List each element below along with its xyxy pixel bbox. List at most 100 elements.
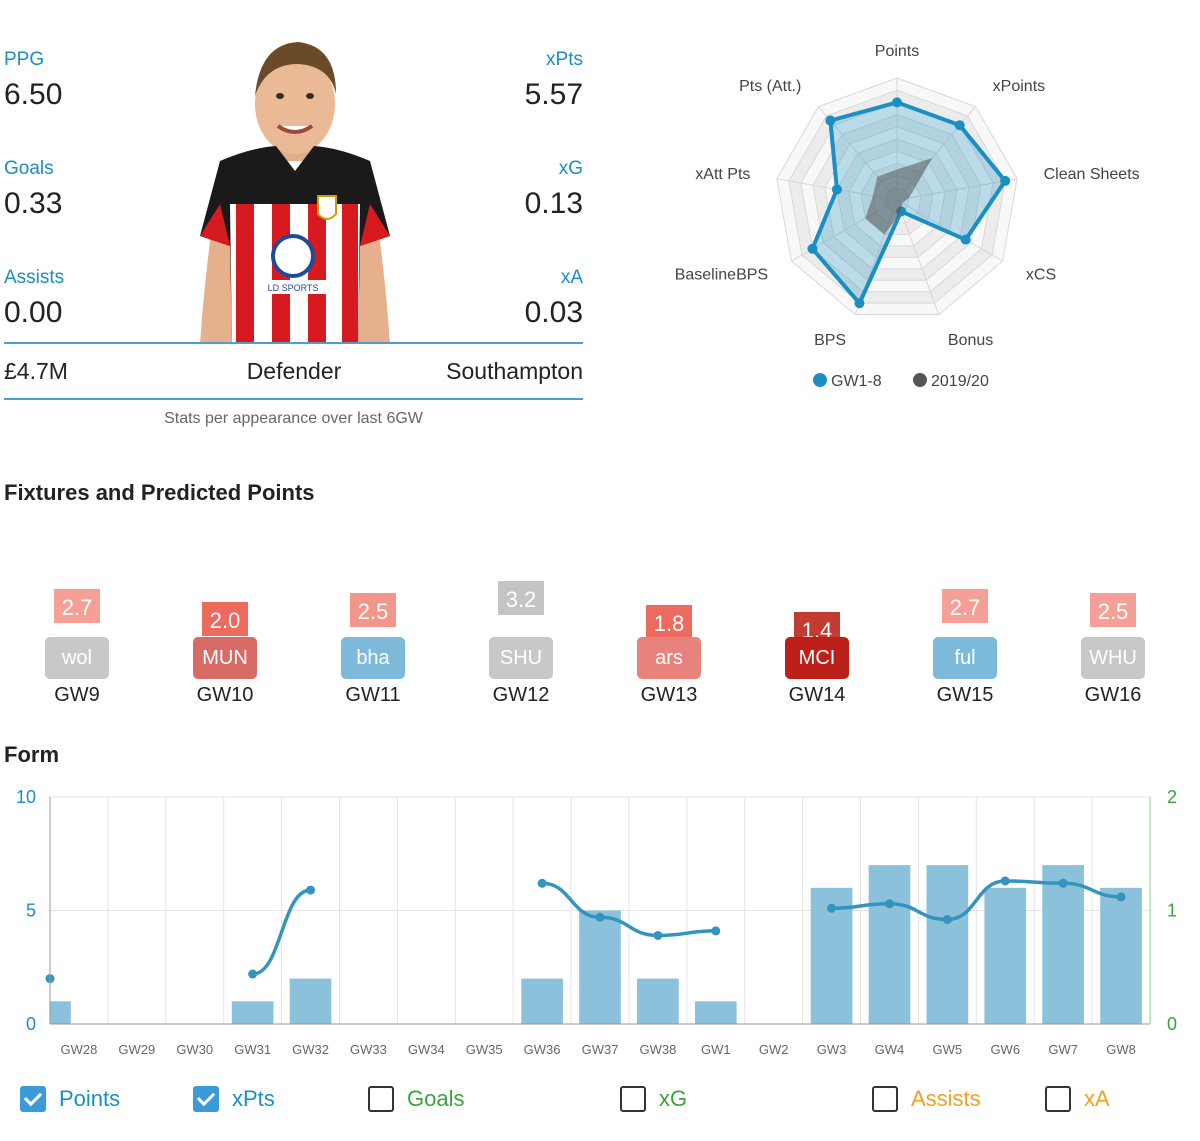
form-x-tick: GW36 [524,1042,561,1057]
assists-label: Assists [4,267,65,288]
form-y2-tick: 0 [1167,1014,1177,1034]
fixture-gameweek: GW10 [196,684,254,706]
fixture-predicted-points: 3.2 [498,580,544,615]
fixture-gameweek: GW13 [640,684,698,706]
player-position: Defender [246,358,342,384]
legend-label-xa[interactable]: xA [1084,1086,1110,1111]
form-x-tick: GW4 [875,1042,905,1057]
fixture-gameweek: GW11 [345,684,401,706]
radar-axis-label: xPoints [993,78,1045,95]
radar-point [825,115,836,126]
form-bar-points [231,1001,274,1024]
radar-point [960,234,971,245]
xa-value: 0.03 [524,296,583,329]
legend-label-xpts[interactable]: xPts [232,1086,275,1111]
form-y2-tick: 1 [1167,901,1177,921]
form-bar-points [926,865,969,1024]
legend-label-assists[interactable]: Assists [911,1086,981,1111]
fixture-opponent-badge: MCI [785,637,849,679]
divider-bottom [4,398,583,400]
form-bar-points [694,1001,737,1024]
fixture-gameweek: GW12 [492,684,550,706]
form-x-tick: GW38 [639,1042,676,1057]
stats-caption: Stats per appearance over last 6GW [164,410,423,427]
fixture-predicted-points: 2.5 [350,592,396,627]
ppg-label: PPG [4,49,45,70]
form-y-tick: 5 [26,901,36,921]
legend-label-goals[interactable]: Goals [407,1086,465,1111]
form-point-xpts [537,878,547,888]
form-point-xpts [653,930,663,940]
radar-spoke [896,199,940,315]
fixture-predicted-points: 2.0 [202,601,248,636]
player-photo: LD SPORTS [200,42,390,344]
legend-checkbox-xg[interactable] [620,1086,646,1112]
form-bar-points [579,910,621,1024]
form-y-tick: 0 [26,1014,36,1034]
legend-checkbox-goals[interactable] [368,1086,394,1112]
fixture-predicted-points: 2.7 [942,589,988,624]
fixture-gameweek: GW9 [54,684,100,706]
radar-spoke [896,199,1003,262]
xpts-label: xPts [546,49,583,70]
radar-point [831,184,842,195]
form-point-xpts [595,912,605,922]
radar-point [954,120,965,131]
form-point-xpts [1058,878,1068,888]
ppg-value: 6.50 [4,78,63,111]
legend-label-points[interactable]: Points [59,1086,121,1111]
xa-label: xA [560,267,583,288]
fixture-opponent-badge: SHU [489,637,553,679]
fixture-predicted-points: 2.5 [1090,592,1136,627]
legend-checkbox-xpts[interactable] [193,1086,219,1112]
form-point-xpts [1116,892,1126,902]
legend-checkbox-points[interactable] [20,1086,46,1112]
radar-axis-label: BPS [814,332,846,349]
form-x-tick: GW8 [1106,1042,1136,1057]
form-x-tick: GW33 [350,1042,387,1057]
form-bar-points [50,1001,71,1024]
form-title: Form [4,742,59,767]
legend-checkbox-xa[interactable] [1045,1086,1071,1112]
radar-grid [776,77,1018,316]
fixture-predicted-points: 2.7 [54,589,100,624]
form-x-tick: GW7 [1048,1042,1078,1057]
radar-legend-marker [813,373,827,387]
form-point-xpts [884,899,894,909]
form-point-xpts [827,903,837,913]
player-price: £4.7M [4,358,68,384]
form-x-tick: GW1 [701,1042,731,1057]
radar-axis-label: xAtt Pts [695,166,750,183]
radar-legend-marker [913,373,927,387]
fixtures-title: Fixtures and Predicted Points [4,480,315,505]
radar-axis-label: Bonus [948,332,993,349]
shirt-sponsor-text: LD SPORTS [268,283,319,293]
radar-chart: Points xPoints Clean Sheets xCS Bonus BPS Base… [675,43,1140,390]
radar-axis-label: xCS [1026,266,1056,283]
radar-legend-label[interactable]: 2019/20 [931,373,989,390]
form-chart: 0 5 10 0 1 2 GW28 GW29 GW30 GW31 GW32 GW33 GW34 GW35 G… [16,787,1177,1057]
radar-axis-label: Pts (Att.) [739,78,801,95]
xg-value: 0.13 [524,187,583,220]
form-point-xpts [1000,876,1010,886]
fixture-gameweek: GW14 [788,684,846,706]
form-bar-points [1042,865,1084,1024]
radar-legend-label[interactable]: GW1-8 [831,373,882,390]
form-x-tick: GW6 [990,1042,1020,1057]
radar-axis-label: BaselineBPS [675,266,768,283]
form-x-tick: GW30 [176,1042,213,1057]
form-line-xpts [252,888,311,976]
legend-label-xg[interactable]: xG [659,1086,688,1111]
legend-checkbox-assists[interactable] [872,1086,898,1112]
form-point-xpts [248,969,258,979]
radar-point [854,298,865,309]
form-bar-points [984,887,1027,1024]
form-bar-points [521,978,563,1024]
form-x-tick: GW3 [817,1042,847,1057]
form-bar-points [1100,887,1142,1024]
fixture-opponent-badge: wol [45,637,109,679]
form-y2-tick: 2 [1167,787,1177,807]
form-x-tick: GW2 [759,1042,789,1057]
form-x-tick: GW31 [234,1042,271,1057]
fixture-opponent-badge: bha [341,637,405,679]
